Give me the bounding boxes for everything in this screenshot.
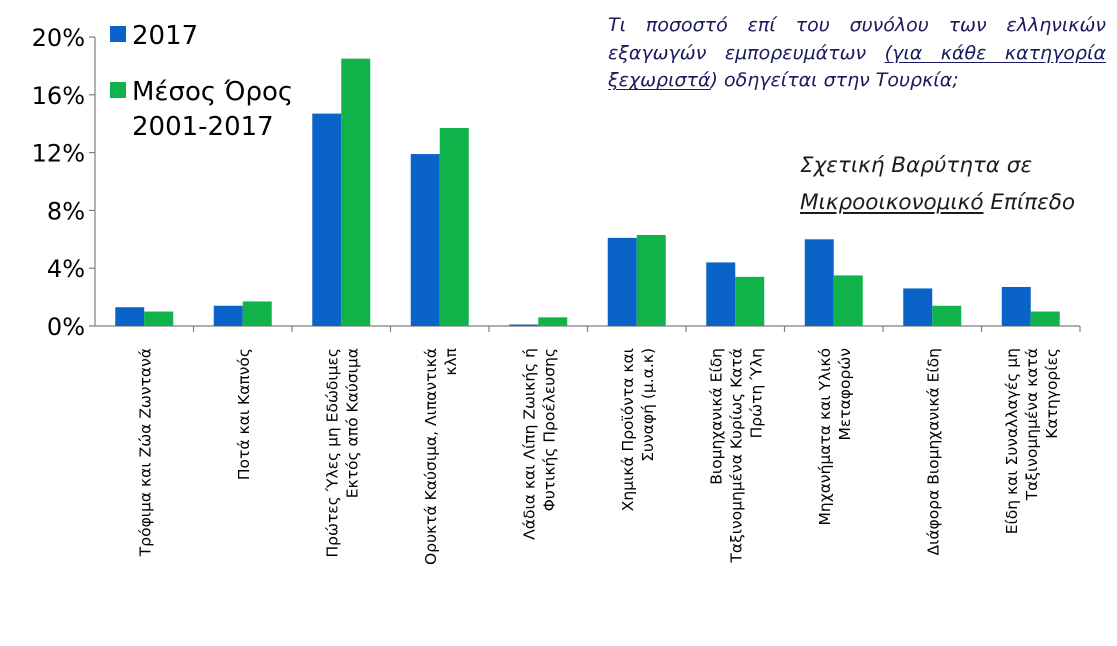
question-text-part1: Τι ποσοστό επί του συνόλου των ελληνικών… [608, 14, 1106, 64]
x-category-label-line: Πρώτη Ύλη [747, 348, 765, 438]
x-category-label-line: Βιομηχανικά Είδη [707, 348, 725, 485]
bar-series1 [410, 154, 440, 326]
subtitle-underlined: Μικροοικονομικό [800, 189, 984, 215]
bar-series1 [903, 288, 933, 326]
question-underlined-text: (για κάθε κατηγορία ξεχωριστά [608, 41, 1106, 92]
x-category-label-line: Χημικά Προϊόντα και [619, 348, 637, 511]
legend-label: Μέσος Όρος [132, 77, 293, 107]
bar-series1 [1001, 286, 1031, 326]
x-category-label-line: Ταξινομημένα Κυρίως Κατά [727, 348, 745, 564]
bar-series2 [932, 305, 962, 326]
y-tick-label: 12% [32, 140, 85, 168]
x-category-label-line: Ποτά και Καπνός [235, 348, 253, 480]
bar-series1 [213, 305, 243, 326]
bar-series1 [706, 262, 736, 326]
legend-label: 2001-2017 [132, 112, 274, 142]
x-category-label: Χημικά Προϊόντα και Συναφή (μ.α.κ) [619, 348, 657, 511]
x-category-label-line: Ορυκτά Καύσιμα, Λιπαντικά [422, 348, 440, 565]
x-category-label: Είδη και Συναλλαγές μη Ταξινομημένα κατά Κ… [1003, 348, 1061, 534]
bar-series2 [636, 234, 666, 326]
y-tick-label: 20% [32, 24, 85, 52]
x-category-label-line: Τρόφιμα και Ζώα Ζωντανά [136, 348, 154, 557]
bar-series1 [607, 237, 637, 326]
x-category-label: Ποτά και Καπνός [235, 348, 253, 480]
x-category-label: Τρόφιμα και Ζώα Ζωντανά [136, 348, 154, 557]
x-category-label-line: Φυτικής Προέλευσης [540, 348, 558, 511]
x-category-label-line: Είδη και Συναλλαγές μη [1003, 348, 1021, 534]
chart-subtitle-annotation: Σχετική Βαρύτητα σε Μικροοικονομικό Επίπε… [800, 148, 1112, 222]
legend-label: 2017 [132, 21, 198, 51]
x-category-label-line: Πρώτες Ύλες μη Εδώδιμες [323, 348, 341, 558]
y-tick-label: 4% [47, 255, 85, 283]
x-category-label-line: Μηχανήματα και Υλικό [816, 348, 834, 525]
x-category-label: Βιομηχανικά Είδη Ταξινομημένα Κυρίως Κατά… [707, 348, 765, 564]
x-category-label-line: κλπ [442, 348, 460, 376]
x-category-label: Πρώτες Ύλες μη Εδώδιμες Εκτός από Καύσιμα [323, 348, 361, 558]
bar-series2 [341, 58, 371, 327]
bar-series2 [735, 276, 765, 326]
x-category-label-line: Λάδια και Λίπη Ζωικής ή [520, 348, 538, 540]
bar-series1 [509, 324, 539, 326]
bar-series2 [439, 128, 469, 326]
bar-series2 [538, 317, 568, 326]
bar-series2 [144, 311, 174, 326]
bar-series2 [242, 301, 272, 326]
x-category-label-line: Εκτός από Καύσιμα [343, 348, 361, 498]
y-tick-label: 0% [47, 313, 85, 341]
x-category-label-line: Μεταφορών [836, 348, 854, 441]
x-category-label: Λάδια και Λίπη Ζωικής ή Φυτικής Προέλευση… [520, 348, 558, 540]
bar-series2 [1030, 311, 1060, 326]
x-category-label-line: Διάφορα Βιομηχανικά Είδη [924, 348, 942, 556]
legend-swatch [110, 26, 126, 42]
x-category-label-line: Ταξινομημένα κατά [1023, 348, 1041, 501]
bar-series2 [833, 275, 863, 326]
chart-question-annotation: Τι ποσοστό επί του συνόλου των ελληνικών… [608, 12, 1106, 95]
x-category-label-line: Κατηγορίες [1043, 348, 1061, 439]
subtitle-rest: Επίπεδο [983, 189, 1076, 215]
x-category-label-line: Συναφή (μ.α.κ) [639, 348, 657, 462]
question-text-part2: ) οδηγείται στην Τουρκία; [710, 69, 959, 92]
bar-series1 [115, 307, 145, 326]
bar-series1 [804, 239, 834, 326]
x-category-label: Διάφορα Βιομηχανικά Είδη [924, 348, 942, 556]
bar-series1 [312, 113, 342, 327]
subtitle-line1: Σχετική Βαρύτητα σε [800, 153, 1033, 178]
x-category-label: Ορυκτά Καύσιμα, Λιπαντικά κλπ [422, 348, 460, 565]
y-tick-label: 8% [47, 197, 85, 225]
y-tick-label: 16% [32, 82, 85, 110]
legend-swatch [110, 82, 126, 98]
x-category-label: Μηχανήματα και Υλικό Μεταφορών [816, 348, 854, 525]
